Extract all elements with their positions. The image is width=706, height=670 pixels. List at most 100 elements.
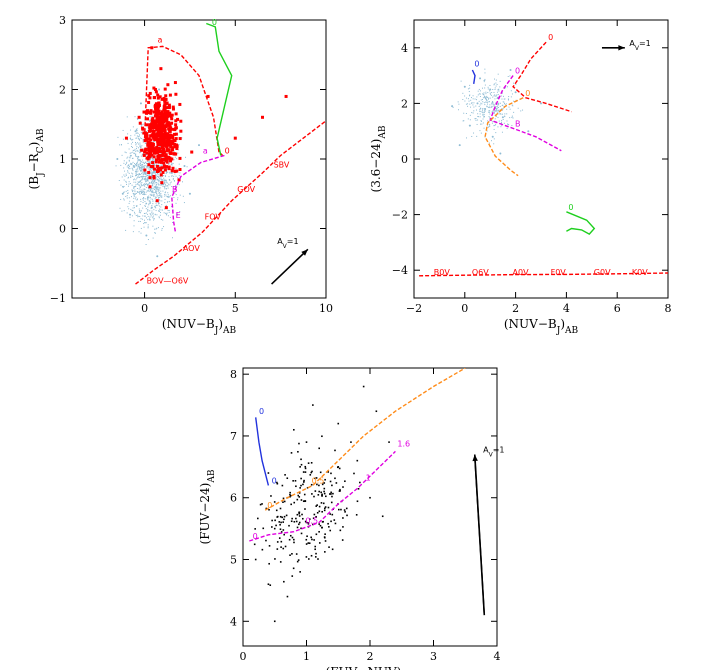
data-point <box>270 495 272 497</box>
cloud-point <box>175 194 177 196</box>
data-point <box>168 129 172 133</box>
y-tick-label: 5 <box>230 554 237 567</box>
cloud-point <box>142 176 144 178</box>
cloud-point <box>139 142 141 144</box>
data-point <box>290 503 292 506</box>
cloud-point <box>157 204 159 206</box>
cloud-point <box>147 226 149 228</box>
data-point <box>298 512 300 515</box>
cloud-point <box>153 186 155 188</box>
cloud-point <box>140 232 142 234</box>
series-line-green <box>206 22 233 156</box>
cloud-point <box>127 193 129 195</box>
data-point <box>342 526 344 528</box>
cloud-point <box>470 106 472 108</box>
cloud-point <box>175 184 177 186</box>
cloud-point <box>116 158 119 160</box>
cloud-point <box>482 108 484 110</box>
cloud-point <box>144 215 146 217</box>
cloud-point <box>148 181 150 183</box>
cloud-point <box>149 201 151 203</box>
x-tick-label: 0 <box>461 302 468 315</box>
cloud-point <box>140 227 142 229</box>
cloud-point <box>527 130 530 133</box>
data-point <box>299 487 301 489</box>
cloud-point <box>151 187 153 189</box>
cloud-point <box>490 94 492 96</box>
cloud-point <box>483 115 485 117</box>
cloud-point <box>149 119 151 121</box>
cloud-point <box>144 171 146 173</box>
cloud-point <box>151 175 153 177</box>
cloud-point <box>137 166 139 168</box>
cloud-point <box>488 111 490 113</box>
cloud-point <box>489 97 491 99</box>
data-point <box>158 112 162 116</box>
cloud-point <box>144 198 146 200</box>
cloud-point <box>483 95 485 97</box>
cloud-point <box>502 108 504 110</box>
cloud-point <box>138 137 140 139</box>
cloud-point <box>142 153 144 155</box>
cloud-point <box>136 191 138 193</box>
data-point <box>321 493 323 496</box>
annotation-label: B <box>172 185 178 194</box>
cloud-point <box>139 190 141 192</box>
data-point <box>343 509 346 511</box>
cloud-point <box>151 210 153 212</box>
data-point <box>165 106 169 110</box>
cloud-point <box>144 205 146 207</box>
cloud-point <box>148 218 150 220</box>
cloud-point <box>492 103 494 105</box>
cloud-point <box>188 192 191 195</box>
data-point <box>344 511 346 513</box>
cloud-point <box>501 109 503 111</box>
cloud-point <box>149 120 151 122</box>
cloud-point <box>497 103 499 105</box>
cloud-point <box>141 165 143 167</box>
cloud-point <box>145 176 147 178</box>
data-point <box>162 151 166 155</box>
cloud-point <box>138 173 140 175</box>
data-point <box>175 144 179 148</box>
cloud-point <box>138 156 140 158</box>
cloud-point <box>141 138 143 140</box>
cloud-point <box>500 113 502 115</box>
cloud-point <box>148 174 150 176</box>
cloud-point <box>134 193 136 195</box>
cloud-point <box>506 113 508 115</box>
data-point <box>268 545 271 547</box>
cloud-point <box>164 182 166 184</box>
cloud-point <box>140 121 142 123</box>
cloud-point <box>511 115 513 117</box>
cloud-point <box>504 104 506 106</box>
x-tick-label: 3 <box>430 650 437 663</box>
data-point <box>286 477 289 480</box>
data-point <box>153 151 157 155</box>
data-point <box>171 105 175 109</box>
data-point <box>298 442 300 445</box>
cloud-point <box>142 175 144 177</box>
cloud-point <box>141 190 143 192</box>
data-point <box>168 123 172 127</box>
data-point <box>146 111 150 115</box>
cloud-point <box>125 152 127 154</box>
annotation-label: 0 <box>267 501 272 510</box>
data-point <box>161 147 165 151</box>
cloud-point <box>172 191 174 193</box>
cloud-point <box>463 112 465 114</box>
cloud-point <box>156 214 158 216</box>
cloud-point <box>480 107 482 109</box>
data-point <box>149 141 153 145</box>
cloud-point <box>141 124 143 126</box>
cloud-point <box>156 188 158 190</box>
cloud-point <box>128 166 130 168</box>
cloud-point <box>128 164 130 166</box>
y-axis-label: (3.6−24)AB <box>369 125 388 192</box>
cloud-point <box>137 147 139 149</box>
cloud-point <box>482 93 484 95</box>
data-point <box>162 117 166 121</box>
data-point <box>153 167 157 171</box>
data-point <box>169 139 173 143</box>
cloud-point <box>140 164 142 166</box>
